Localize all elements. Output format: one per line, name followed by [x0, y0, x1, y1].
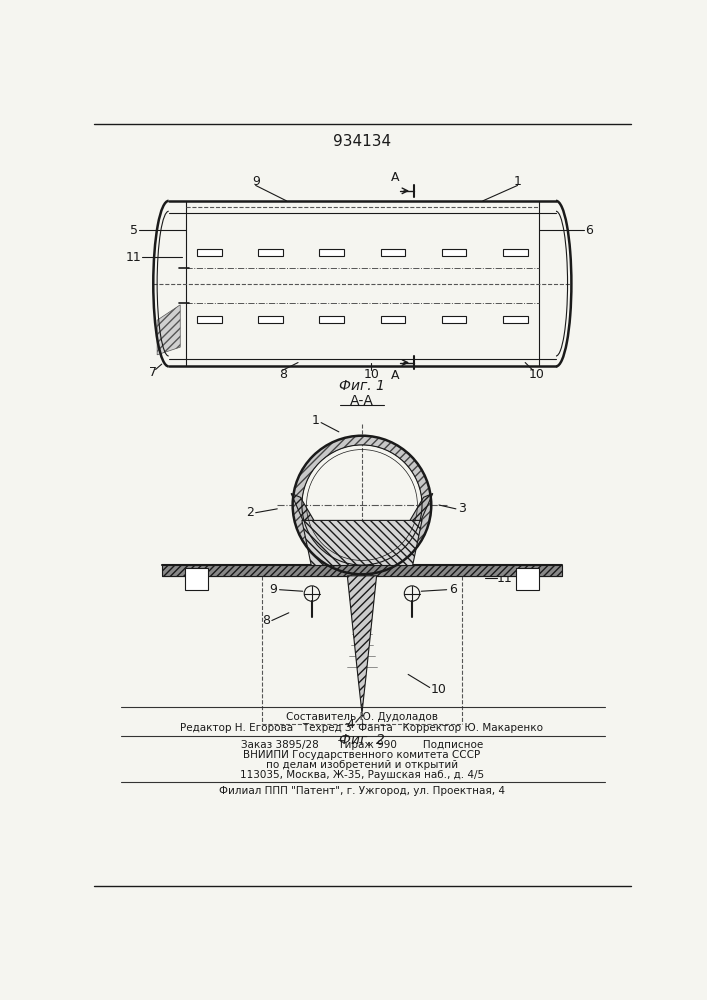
Polygon shape — [302, 520, 422, 576]
Text: 113035, Москва, Ж-35, Раушская наб., д. 4/5: 113035, Москва, Ж-35, Раушская наб., д. … — [240, 770, 484, 780]
Text: 6: 6 — [585, 224, 593, 237]
Text: 5: 5 — [130, 224, 138, 237]
Text: 9: 9 — [252, 175, 259, 188]
Text: 3: 3 — [458, 502, 466, 515]
Text: 2: 2 — [246, 506, 255, 519]
FancyBboxPatch shape — [380, 316, 405, 323]
Text: Филиал ППП "Патент", г. Ужгород, ул. Проектная, 4: Филиал ППП "Патент", г. Ужгород, ул. Про… — [219, 786, 505, 796]
Polygon shape — [157, 305, 180, 355]
Text: А: А — [391, 369, 399, 382]
FancyBboxPatch shape — [442, 316, 467, 323]
Text: 10: 10 — [529, 368, 544, 381]
Text: 7: 7 — [149, 366, 157, 379]
Text: 934134: 934134 — [333, 134, 391, 149]
Text: 6: 6 — [449, 583, 457, 596]
FancyBboxPatch shape — [258, 249, 283, 256]
Text: Фиг. 2: Фиг. 2 — [339, 733, 385, 747]
Text: 8: 8 — [279, 368, 286, 381]
Text: Составитель Ю. Дудоладов: Составитель Ю. Дудоладов — [286, 712, 438, 722]
Text: А-А: А-А — [350, 394, 374, 408]
Polygon shape — [293, 436, 431, 574]
Text: ВНИИПИ Государственного комитета СССР: ВНИИПИ Государственного комитета СССР — [243, 750, 481, 760]
Text: Фиг. 1: Фиг. 1 — [339, 379, 385, 393]
Text: Редактор Н. Егорова   Техред З. Фанта   Корректор Ю. Макаренко: Редактор Н. Егорова Техред З. Фанта Корр… — [180, 723, 544, 733]
Text: 11: 11 — [496, 572, 513, 585]
Text: 8: 8 — [262, 614, 269, 627]
FancyBboxPatch shape — [320, 249, 344, 256]
Text: 11: 11 — [126, 251, 142, 264]
Text: 1: 1 — [312, 414, 320, 427]
FancyBboxPatch shape — [197, 316, 222, 323]
Polygon shape — [347, 576, 377, 713]
FancyBboxPatch shape — [380, 249, 405, 256]
FancyBboxPatch shape — [503, 316, 527, 323]
Text: 9: 9 — [269, 583, 277, 596]
Text: А: А — [391, 171, 399, 184]
Text: 10: 10 — [431, 683, 447, 696]
Bar — [162, 565, 562, 576]
Text: Заказ 3895/28      Тираж 990        Подписное: Заказ 3895/28 Тираж 990 Подписное — [241, 740, 483, 750]
Text: 1: 1 — [513, 175, 522, 188]
Text: по делам изобретений и открытий: по делам изобретений и открытий — [266, 760, 458, 770]
Polygon shape — [291, 493, 346, 576]
FancyBboxPatch shape — [320, 316, 344, 323]
FancyBboxPatch shape — [197, 249, 222, 256]
FancyBboxPatch shape — [503, 249, 527, 256]
Bar — [516, 568, 539, 590]
FancyBboxPatch shape — [258, 316, 283, 323]
Polygon shape — [378, 493, 433, 576]
FancyBboxPatch shape — [442, 249, 467, 256]
Text: 10: 10 — [363, 368, 379, 381]
Bar — [185, 568, 208, 590]
Text: 4: 4 — [346, 718, 354, 731]
